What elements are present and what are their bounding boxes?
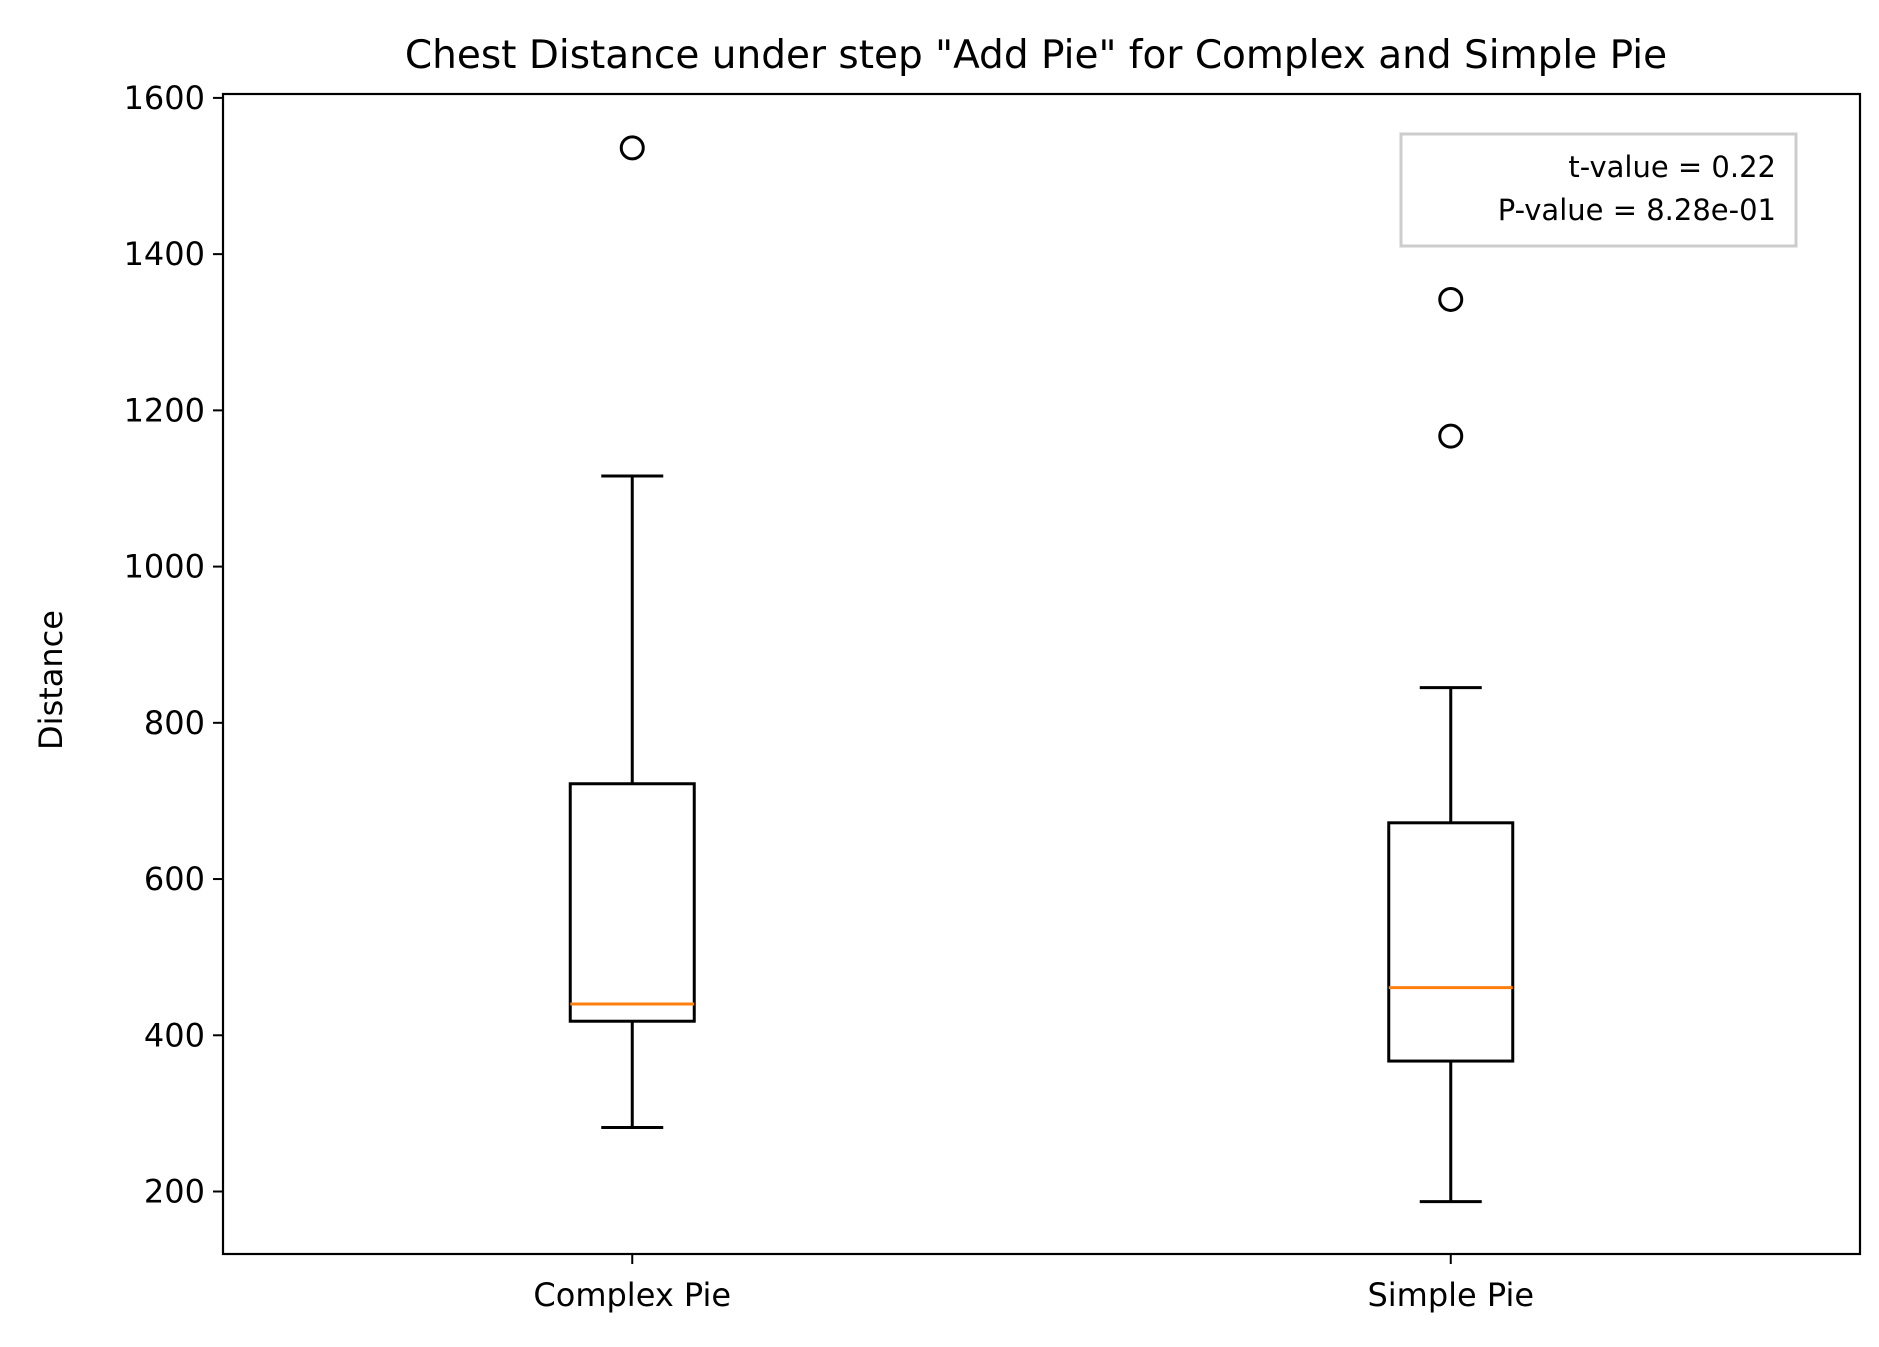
outlier-point bbox=[1438, 423, 1464, 449]
y-axis: 200 400 600 800 1000 1200 1400 1600 bbox=[124, 79, 223, 1211]
x-axis: Complex Pie Simple Pie bbox=[533, 1254, 1534, 1314]
y-tick-label: 600 bbox=[144, 860, 205, 898]
y-tick-label: 800 bbox=[144, 704, 205, 742]
outlier-point bbox=[619, 135, 645, 161]
plot-area bbox=[221, 92, 1862, 1256]
box-2 bbox=[1387, 286, 1515, 1204]
x-tick-label: Simple Pie bbox=[1367, 1276, 1534, 1314]
plot-frame bbox=[221, 92, 1862, 1256]
y-tick-label: 400 bbox=[144, 1016, 205, 1054]
y-tick-label: 200 bbox=[144, 1173, 205, 1211]
outlier-point bbox=[1438, 286, 1464, 312]
stats-annotation-frame bbox=[1399, 132, 1798, 248]
iqr-box bbox=[1387, 821, 1515, 1063]
y-tick-label: 1400 bbox=[124, 235, 205, 273]
y-tick-label: 1000 bbox=[124, 548, 205, 586]
y-tick-label: 1600 bbox=[124, 79, 205, 117]
box-1 bbox=[568, 135, 696, 1129]
p-value-text: P-value = 8.28e-01 bbox=[1498, 193, 1776, 227]
t-value-text: t-value = 0.22 bbox=[1568, 150, 1776, 184]
y-axis-label: Distance bbox=[32, 610, 70, 750]
stats-annotation: t-value = 0.22 P-value = 8.28e-01 bbox=[1399, 132, 1798, 248]
iqr-box bbox=[568, 782, 696, 1023]
chart-title: Chest Distance under step "Add Pie" for … bbox=[405, 33, 1667, 78]
x-tick-label: Complex Pie bbox=[533, 1276, 731, 1314]
y-tick-label: 1200 bbox=[124, 391, 205, 429]
